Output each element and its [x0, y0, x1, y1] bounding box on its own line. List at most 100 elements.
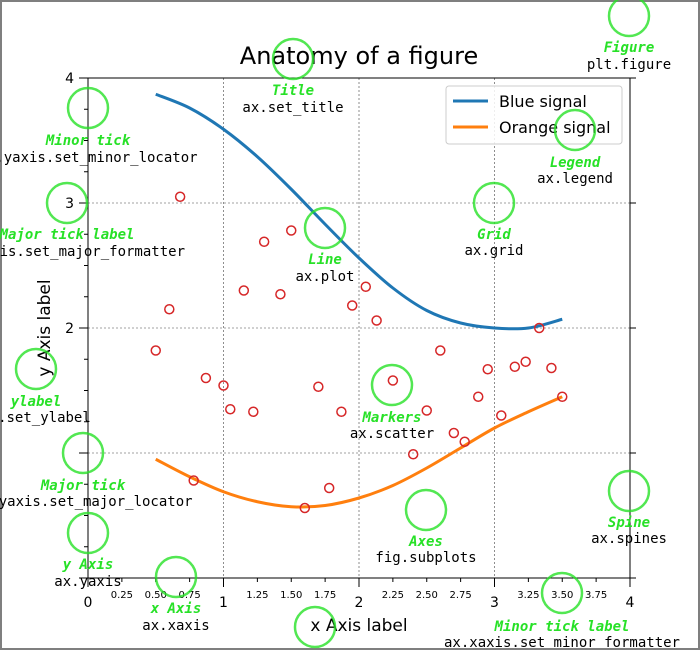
blue-signal-line: [155, 92, 563, 331]
scatter-marker: [188, 475, 199, 486]
x-major-tick-label: 1: [219, 595, 228, 611]
spine-highlight-circle: [607, 469, 651, 513]
scatter-marker: [258, 236, 270, 247]
scatter-marker: [360, 281, 372, 292]
x-minor-tick-label: 1.75: [314, 590, 336, 601]
major-tick-label-highlight-circle: [45, 181, 89, 225]
scatter-marker: [557, 391, 568, 402]
figure-highlight-circle: [607, 0, 651, 38]
x-minor-tick-label: 0.75: [178, 590, 200, 601]
scatter-marker: [225, 404, 236, 415]
legend-box: [445, 85, 623, 145]
orange-signal-line: [155, 395, 563, 509]
y-axis-annotation-code: ax.yaxis: [54, 574, 121, 590]
scatter-marker: [286, 225, 297, 236]
axes-annotation-code: fig.subplots: [375, 550, 476, 566]
scatter-marker: [313, 381, 324, 392]
minor-tick-label-annotation-label: Minor tick label: [494, 619, 630, 635]
minor-tick-annotation-code: ax.yaxis.set_minor_locator: [0, 150, 198, 166]
x-axis-highlight-circle: [154, 555, 198, 599]
title-annotation-code: ax.set_title: [242, 100, 343, 116]
axes-annotation-label: Axes: [408, 534, 443, 550]
scatter-marker: [496, 410, 507, 421]
ylabel-annotation-code: ax.set_ylabel: [0, 410, 91, 426]
title-annotation-label: Title: [272, 83, 314, 99]
grid-annotation-code: ax.grid: [464, 243, 523, 259]
scatter-marker: [164, 304, 175, 315]
scatter-marker: [218, 380, 229, 391]
grid-highlight-circle: [472, 181, 516, 225]
markers-annotation-label: Markers: [361, 410, 421, 426]
scatter-marker: [275, 289, 286, 300]
legend-annotation-code: ax.legend: [537, 171, 613, 187]
legend-highlight-circle: [553, 108, 597, 152]
x-minor-tick-label: 2.75: [449, 590, 471, 601]
scatter-marker: [435, 345, 446, 356]
scatter-marker: [346, 300, 358, 311]
series-layer: [150, 92, 568, 514]
ylabel-annotation-label: ylabel: [10, 394, 62, 410]
scatter-marker: [421, 405, 432, 416]
x-minor-tick-label: 3.50: [551, 590, 573, 601]
scatter-marker: [407, 449, 419, 460]
scatter-marker: [482, 364, 493, 375]
scatter-marker: [520, 356, 531, 367]
figure-annotation-label: Figure: [604, 40, 655, 56]
scatter-marker: [238, 285, 250, 296]
scatter-marker: [299, 502, 311, 514]
x-axis-annotation-label: x Axis: [150, 601, 202, 617]
minor-tick-label-annotation-code: ax.xaxis.set_minor_formatter: [444, 635, 680, 650]
scatter-marker: [323, 482, 335, 494]
line-highlight-circle: [303, 206, 347, 250]
x-major-tick-label: 3: [490, 595, 499, 611]
x-major-tick-label: 0: [84, 595, 93, 611]
xlabel-highlight-circle: [293, 605, 337, 649]
grid-annotation-label: Grid: [477, 227, 511, 243]
y-axis-label: y Axis label: [35, 279, 55, 376]
x-minor-tick-label: 1.50: [280, 590, 302, 601]
x-minor-tick-label: 2.50: [416, 590, 438, 601]
title-highlight-circle: [271, 37, 315, 81]
x-minor-tick-label: 3.75: [585, 590, 607, 601]
spine-annotation-code: ax.spines: [591, 531, 667, 547]
y-axis-highlight-circle: [66, 511, 110, 555]
x-minor-tick-label: 1.25: [246, 590, 268, 601]
x-axis-annotation-code: ax.xaxis: [142, 618, 209, 634]
scatter-marker: [533, 322, 545, 334]
axes-highlight-circle: [404, 488, 448, 532]
major-tick-annotation-code: ax.yaxis.set_major_locator: [0, 494, 193, 510]
legend-blue-label: Blue signal: [499, 92, 587, 111]
scatter-marker: [546, 362, 557, 374]
x-major-tick-label: 4: [626, 595, 635, 611]
major-tick-annotation-label: Major tick: [40, 478, 126, 494]
scatter-marker: [174, 191, 186, 202]
major-tick-label-annotation-code: ax.yaxis.set_major_formatter: [0, 244, 185, 260]
x-minor-tick-label: 2.25: [382, 590, 404, 601]
ylabel-highlight-circle: [14, 347, 58, 391]
markers-annotation-code: ax.scatter: [350, 426, 434, 442]
figure-annotation-code: plt.figure: [587, 57, 671, 73]
chart-title: Anatomy of a figure: [240, 42, 478, 70]
minor-tick-highlight-circle: [66, 86, 110, 130]
scatter-marker: [200, 372, 212, 384]
x-minor-tick-label: 0.50: [145, 590, 167, 601]
minor-tick-label-highlight-circle: [540, 571, 584, 615]
major-tick-label-annotation-label: Major tick label: [0, 227, 134, 243]
minor-tick-annotation-label: Minor tick: [45, 133, 131, 149]
scatter-marker: [371, 315, 382, 326]
line-annotation-code: ax.plot: [295, 269, 354, 285]
y-major-tick-label: 3: [65, 196, 74, 212]
scatter-marker: [509, 361, 521, 372]
line-annotation-label: Line: [308, 252, 342, 268]
scatter-marker: [472, 391, 484, 402]
scatter-marker: [248, 406, 259, 417]
markers-highlight-circle: [370, 363, 414, 407]
scatter-marker: [448, 427, 460, 439]
y-major-tick-label: 4: [65, 71, 74, 87]
x-major-tick-label: 2: [355, 595, 364, 611]
spine-annotation-label: Spine: [608, 515, 650, 531]
y-axis-annotation-label: y Axis: [62, 557, 114, 573]
